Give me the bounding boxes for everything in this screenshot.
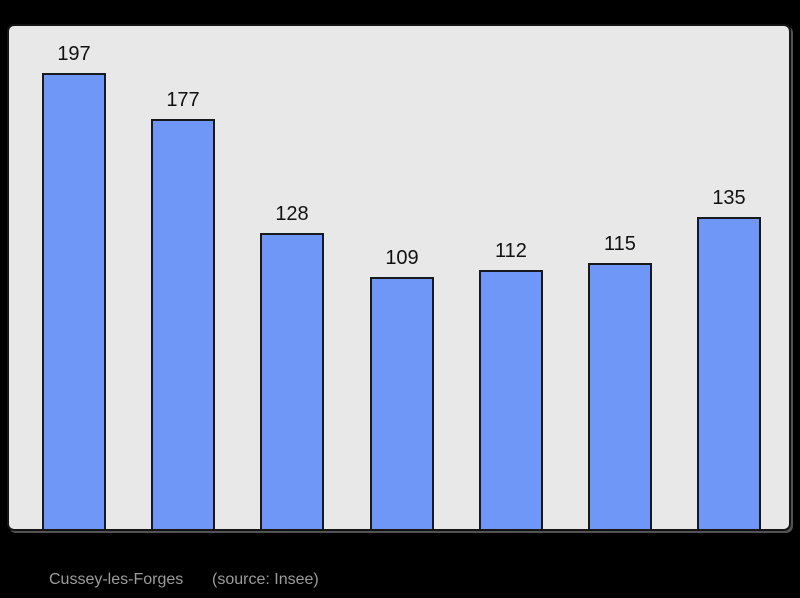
- bar: [260, 233, 324, 529]
- bar-value-label: 115: [604, 233, 636, 255]
- bar: [697, 217, 761, 529]
- bar-value-label: 112: [495, 240, 527, 262]
- bar: [479, 270, 543, 529]
- bar-value-label: 197: [57, 43, 91, 65]
- plot-area: 197 177 128 109 112 115 135: [7, 24, 791, 531]
- bar: [370, 277, 434, 529]
- caption-source: (source: Insee): [212, 571, 319, 588]
- bar: [588, 263, 652, 529]
- bar: [42, 73, 106, 529]
- bar-value-label: 135: [712, 187, 746, 209]
- bar-value-label: 109: [385, 247, 419, 269]
- bar: [151, 119, 215, 529]
- bar-value-label: 128: [275, 203, 309, 225]
- caption-commune-name: Cussey-les-Forges: [49, 571, 184, 588]
- bar-value-label: 177: [166, 89, 200, 111]
